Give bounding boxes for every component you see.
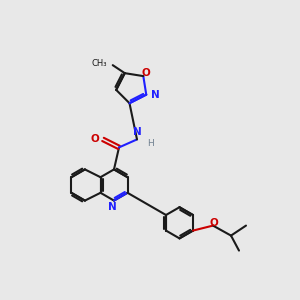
Text: CH₃: CH₃	[91, 59, 107, 68]
Text: O: O	[91, 134, 99, 144]
Text: N: N	[151, 90, 160, 100]
Text: N: N	[133, 128, 141, 137]
Text: H: H	[147, 139, 154, 148]
Text: O: O	[210, 218, 218, 228]
Text: N: N	[108, 202, 116, 212]
Text: O: O	[142, 68, 151, 78]
